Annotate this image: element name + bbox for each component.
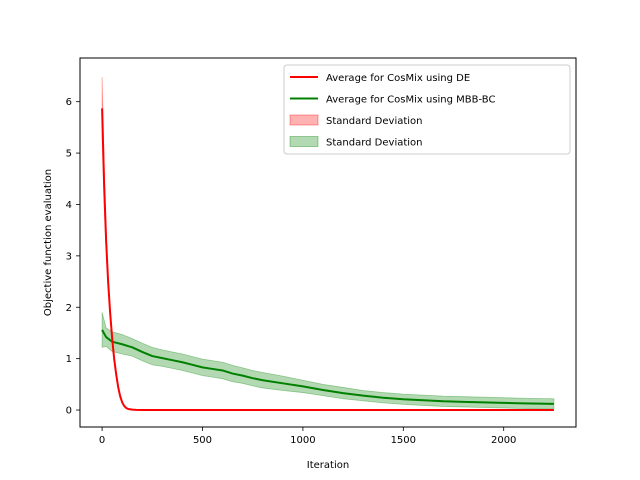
legend-label: Average for CosMix using DE bbox=[326, 73, 470, 84]
x-axis-ticks: 0 500 1000 1500 2000 bbox=[99, 427, 516, 446]
axes-frame bbox=[79, 57, 577, 428]
y-tick-label: 1 bbox=[66, 354, 72, 365]
series-line-1 bbox=[101, 329, 554, 405]
x-tick-label: 0 bbox=[99, 435, 105, 446]
legend-label: Standard Deviation bbox=[326, 138, 423, 149]
x-tick-label: 1000 bbox=[290, 435, 315, 446]
y-tick-label: 3 bbox=[66, 251, 72, 262]
std-band-1 bbox=[101, 312, 555, 410]
y-axis-label: Objective function evaluation bbox=[43, 169, 54, 316]
legend-label: Average for CosMix using MBB-BC bbox=[326, 95, 495, 106]
y-tick-label: 4 bbox=[66, 200, 72, 211]
y-tick-label: 0 bbox=[66, 406, 72, 417]
y-tick-label: 5 bbox=[66, 149, 72, 160]
y-axis-ticks: 0 1 2 3 4 5 6 bbox=[66, 97, 80, 417]
legend-label: Standard Deviation bbox=[326, 116, 423, 127]
series-lines bbox=[101, 108, 554, 412]
x-tick-label: 2000 bbox=[491, 435, 516, 446]
legend-swatch-patch bbox=[289, 114, 319, 126]
legend: Average for CosMix using DE Average for C… bbox=[283, 64, 571, 155]
y-tick-label: 2 bbox=[66, 303, 72, 314]
series-line-0 bbox=[101, 108, 554, 412]
y-tick-label: 6 bbox=[66, 97, 72, 108]
legend-box bbox=[283, 64, 571, 155]
legend-swatch-patch bbox=[289, 136, 319, 147]
x-axis-label: Iteration bbox=[307, 460, 349, 471]
x-tick-label: 1500 bbox=[391, 435, 416, 446]
x-tick-label: 500 bbox=[193, 435, 212, 446]
